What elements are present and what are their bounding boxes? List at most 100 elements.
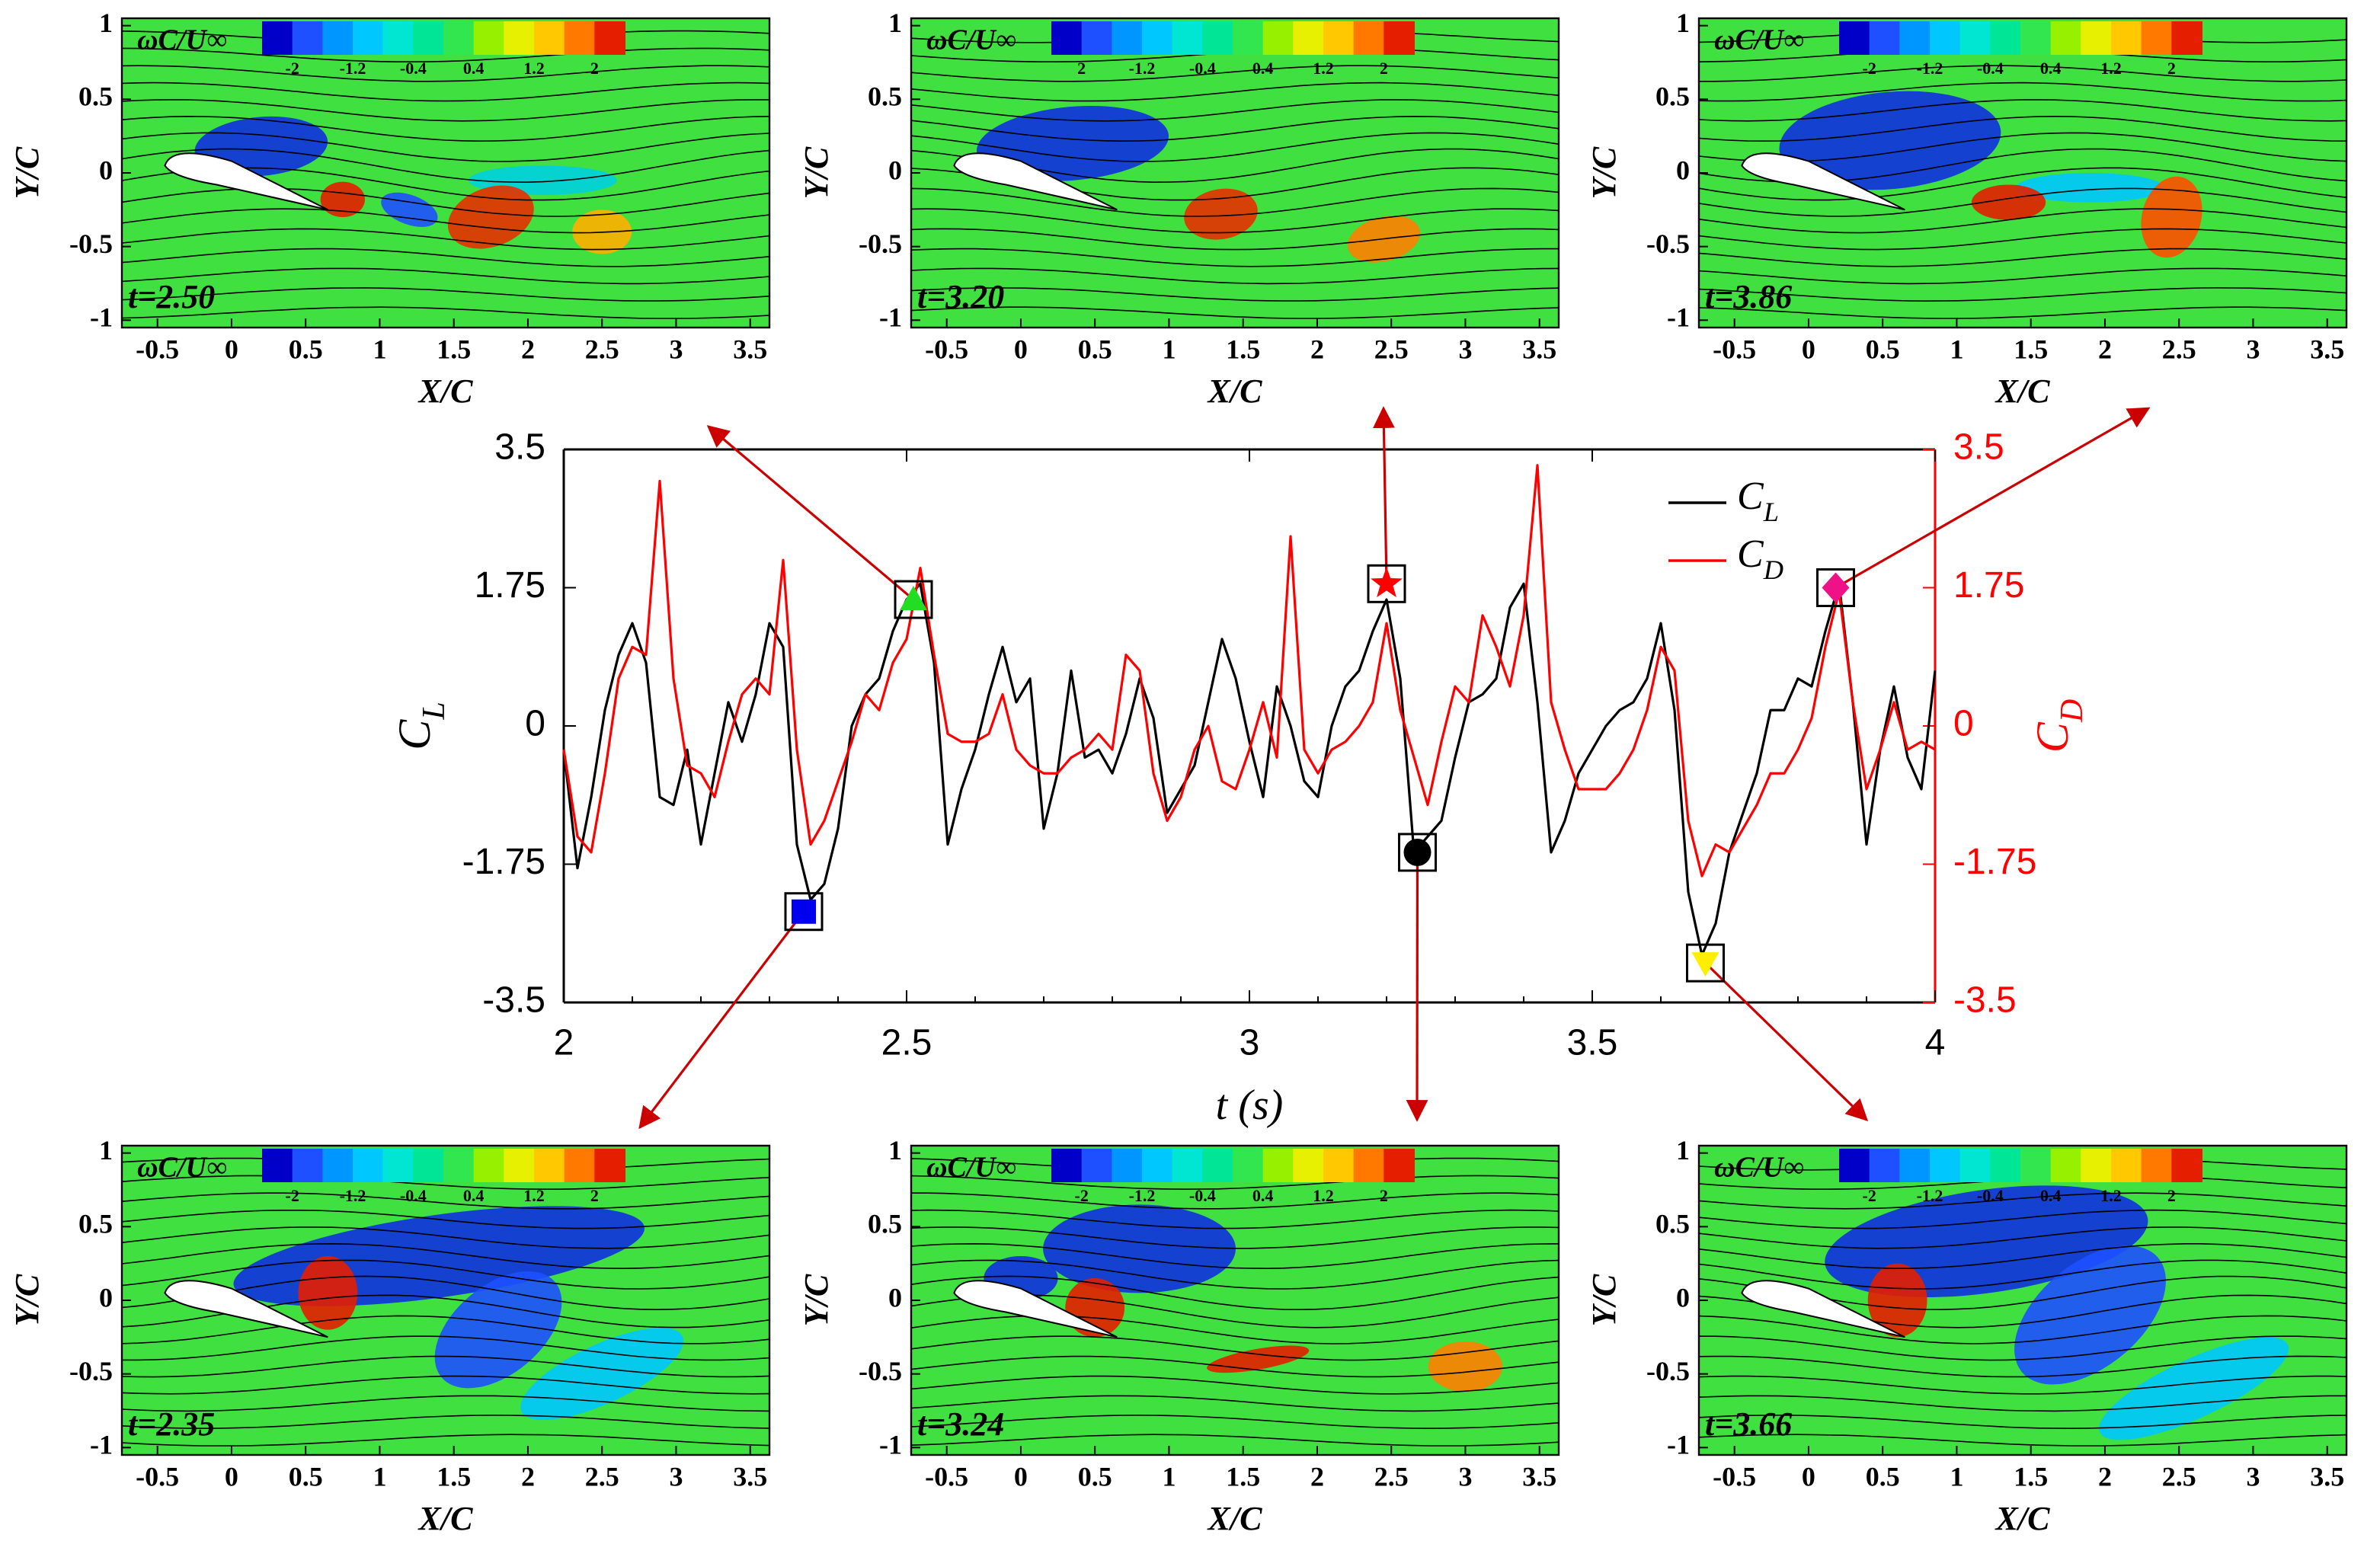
colorbar-bin: [1081, 21, 1113, 55]
callout-arrow: [1373, 406, 1395, 584]
contour-panel: -2 -1.2 -0.4 0.4 1.2 2 ωC/U∞ t=2.35 -0.5 0 0.5 1 1.5…: [8, 1135, 771, 1537]
colorbar-tick-label: 2: [590, 1186, 599, 1205]
streamline: [911, 99, 1559, 122]
colorbar-bin: [2050, 1149, 2082, 1182]
time-annotation: t=3.24: [917, 1405, 1004, 1443]
colorbar-bin: [2111, 21, 2142, 55]
streamline: [911, 1315, 1559, 1344]
colorbar-tick-label: 0.4: [2040, 59, 2062, 78]
streamline: [1699, 1335, 2346, 1361]
colorbar-bin: [1202, 21, 1233, 55]
callout-arrow: [1835, 407, 2151, 589]
colorbar-bin: [1262, 21, 1294, 55]
x-tick-label: 0: [225, 1461, 238, 1491]
airfoil: [164, 1280, 328, 1338]
colorbar-bin: [1202, 1149, 1233, 1182]
streamline: [1699, 286, 2346, 302]
marker: [792, 899, 816, 924]
x-axis-label: X/C: [1207, 1500, 1263, 1537]
colorbar-bin: [1930, 21, 1961, 55]
callout-arrow: [1704, 961, 1869, 1122]
colorbar-bin: [1353, 21, 1385, 55]
streamline: [122, 1259, 769, 1290]
airfoil: [164, 152, 328, 211]
streamline: [911, 1259, 1559, 1290]
colorbar-label: ωC/U∞: [1714, 24, 1804, 56]
streamline: [1699, 187, 2346, 217]
colorbar-bin: [1353, 1149, 1385, 1182]
x-tick-label: 0: [225, 334, 238, 364]
y-axis-label: Y/C: [798, 146, 835, 199]
x-tick-label: 3.5: [1567, 1023, 1618, 1063]
y-tick-label: -0.5: [69, 229, 113, 259]
streamline: [1699, 99, 2346, 122]
y-tick-label: 1: [888, 8, 902, 38]
streamline: [911, 1395, 1559, 1412]
streamline: [1699, 65, 2346, 82]
x-tick-label: 1.5: [2014, 1461, 2048, 1491]
colorbar-bin: [1839, 21, 1870, 55]
y2-tick-label: 1.75: [1953, 565, 2024, 606]
streamline: [911, 1434, 1559, 1447]
x-tick-label: 2.5: [1374, 334, 1409, 364]
x-tick-label: -0.5: [136, 1461, 179, 1491]
callout-arrow: [706, 425, 915, 601]
vortex-region: [320, 181, 365, 217]
y-tick-label: 0: [888, 1282, 902, 1312]
x-tick-label: 1.5: [1226, 334, 1260, 364]
y-tick-label: 1: [99, 1135, 113, 1165]
colorbar-tick-label: 2: [1380, 1186, 1388, 1205]
colorbar-bin: [594, 21, 625, 55]
field: [911, 1146, 1559, 1455]
contour-panel: -2 -1.2 -0.4 0.4 1.2 2 ωC/U∞ t=3.86 -0.5 0 0.5 1 1.5…: [1585, 8, 2348, 410]
airfoil: [1741, 152, 1905, 211]
x-tick-label: 0: [1802, 1461, 1815, 1491]
streamline: [911, 1375, 1559, 1395]
colorbar-bin: [1293, 21, 1324, 55]
airfoil: [1741, 1280, 1905, 1338]
colorbar-tick-label: 1.2: [2100, 59, 2122, 78]
x-tick-label: 3: [2246, 334, 2260, 364]
y-tick-label: 3.5: [494, 427, 545, 468]
colorbar-tick-label: 0.4: [1252, 59, 1274, 78]
y-tick-label: -1: [879, 1430, 902, 1460]
colorbar-bin: [2020, 1149, 2052, 1182]
y-tick-label: -0.5: [1646, 1356, 1690, 1386]
colorbar-tick-label: -1.2: [1129, 59, 1156, 78]
x-tick-label: 3: [1240, 1023, 1260, 1063]
colorbar-tick-label: 2: [1077, 59, 1086, 78]
x-tick-label: 0: [1802, 334, 1815, 364]
x-tick-label: 0: [1014, 334, 1028, 364]
streamline: [122, 82, 769, 102]
y-axis-label: Y/C: [8, 146, 46, 199]
colorbar-tick-label: -2: [1863, 59, 1876, 78]
y-tick-label: -1: [879, 302, 902, 333]
streamline: [911, 1209, 1559, 1229]
y-tick-label: -1: [1667, 1430, 1690, 1460]
vortex-region: [298, 1256, 358, 1330]
y-tick-label: -0.5: [859, 229, 902, 259]
x-tick-label: 1.5: [437, 334, 471, 364]
colorbar-tick-label: -0.4: [1977, 1186, 2004, 1205]
streamline: [122, 208, 769, 234]
y-tick-label: 0: [1676, 155, 1690, 185]
x-tick-label: 3.5: [2310, 1461, 2344, 1491]
vortex-region: [1184, 188, 1258, 240]
streamline: [122, 47, 769, 62]
x-tick-label: 3: [2246, 1461, 2260, 1491]
x-tick-label: -0.5: [925, 1461, 968, 1491]
streamline: [1699, 1243, 2346, 1269]
series-line: [562, 582, 1937, 957]
colorbar-label: ωC/U∞: [137, 24, 227, 56]
colorbar-bin: [2081, 21, 2112, 55]
streamline: [122, 115, 769, 142]
colorbar-tick-label: -1.2: [1917, 59, 1943, 78]
colorbar-bin: [504, 1149, 535, 1182]
airfoil: [953, 1280, 1118, 1338]
colorbar-bin: [473, 21, 505, 55]
streamline: [1699, 1209, 2346, 1229]
streamline: [1699, 115, 2346, 142]
colorbar-tick-label: -0.4: [1189, 59, 1216, 78]
x-tick-label: 3.5: [2310, 334, 2344, 364]
y-tick-label: 0: [525, 704, 545, 744]
